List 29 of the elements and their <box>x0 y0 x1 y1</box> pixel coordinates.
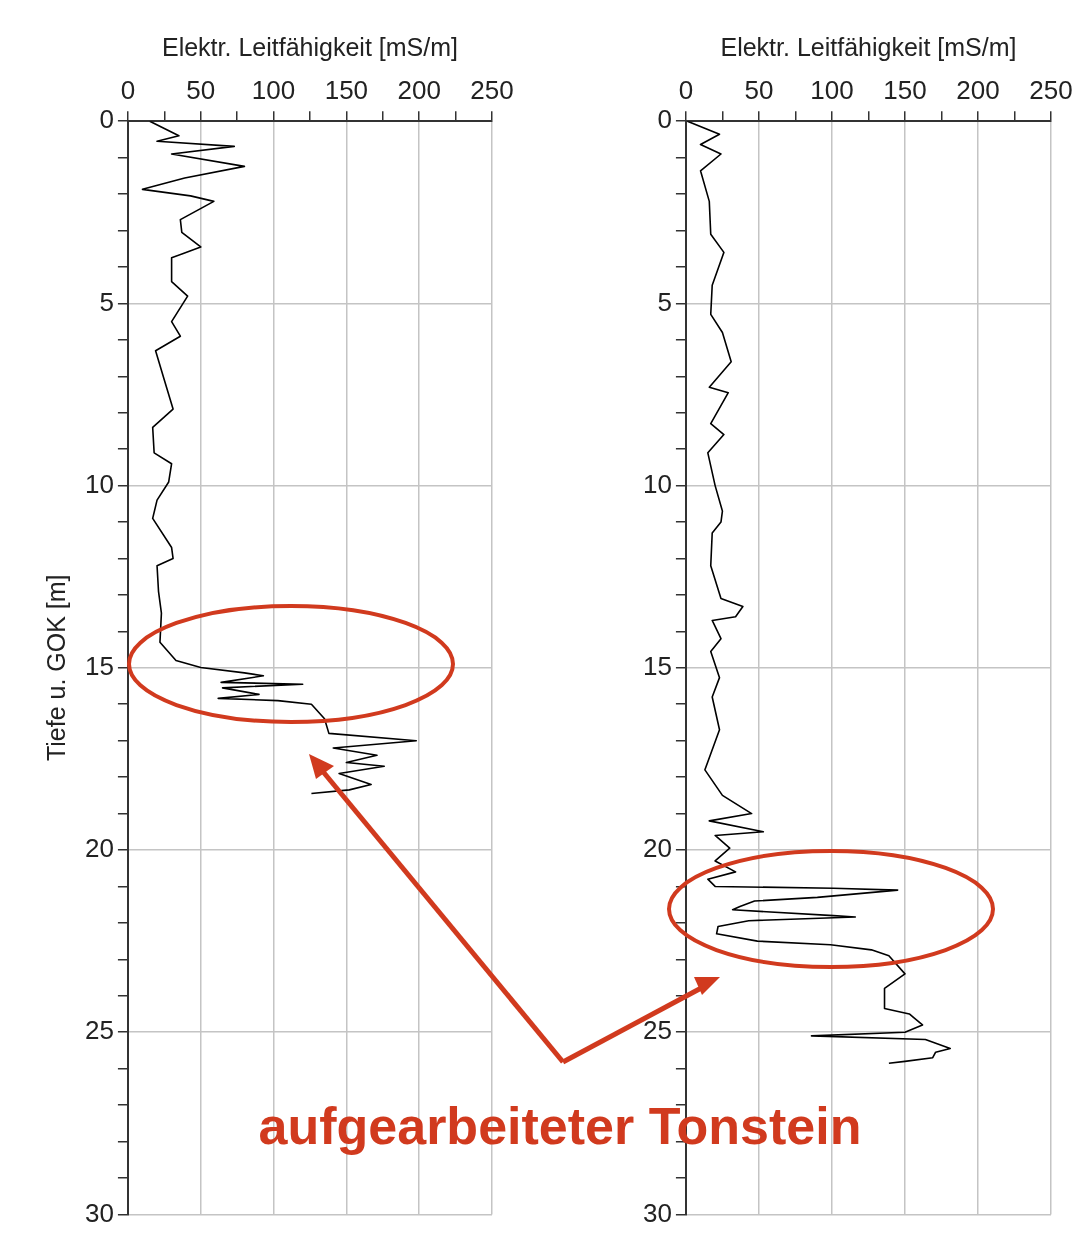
x-tick-label: 250 <box>470 74 514 105</box>
y-tick-label: 25 <box>85 1015 114 1046</box>
y-tick-label: 20 <box>643 833 672 864</box>
x-tick-label: 0 <box>678 74 694 105</box>
y-tick-label: 15 <box>643 650 672 681</box>
y-tick-label: 25 <box>643 1015 672 1046</box>
x-tick-label: 50 <box>744 74 774 105</box>
y-tick-label: 5 <box>657 286 672 317</box>
y-axis-title: Tiefe u. GOK [m] <box>41 574 70 762</box>
x-axis-title: Elektr. Leitfähigkeit [mS/m] <box>161 32 458 61</box>
x-tick-label: 250 <box>1029 74 1073 105</box>
y-tick-label: 0 <box>99 104 114 135</box>
x-axis-title: Elektr. Leitfähigkeit [mS/m] <box>720 32 1017 61</box>
x-tick-label: 150 <box>883 74 927 105</box>
x-tick-label: 100 <box>810 74 854 105</box>
x-tick-label: 50 <box>186 74 216 105</box>
x-tick-label: 200 <box>397 74 441 105</box>
y-tick-label: 20 <box>85 833 114 864</box>
y-tick-label: 10 <box>85 468 114 499</box>
y-tick-label: 30 <box>85 1197 114 1228</box>
y-tick-label: 30 <box>643 1197 672 1228</box>
x-tick-label: 100 <box>251 74 296 105</box>
y-tick-label: 5 <box>99 286 114 317</box>
y-tick-label: 15 <box>85 650 114 681</box>
x-tick-label: 200 <box>956 74 1000 105</box>
y-tick-label: 0 <box>657 104 672 135</box>
x-tick-label: 0 <box>120 74 136 105</box>
x-tick-label: 150 <box>324 74 369 105</box>
y-tick-label: 10 <box>643 468 672 499</box>
